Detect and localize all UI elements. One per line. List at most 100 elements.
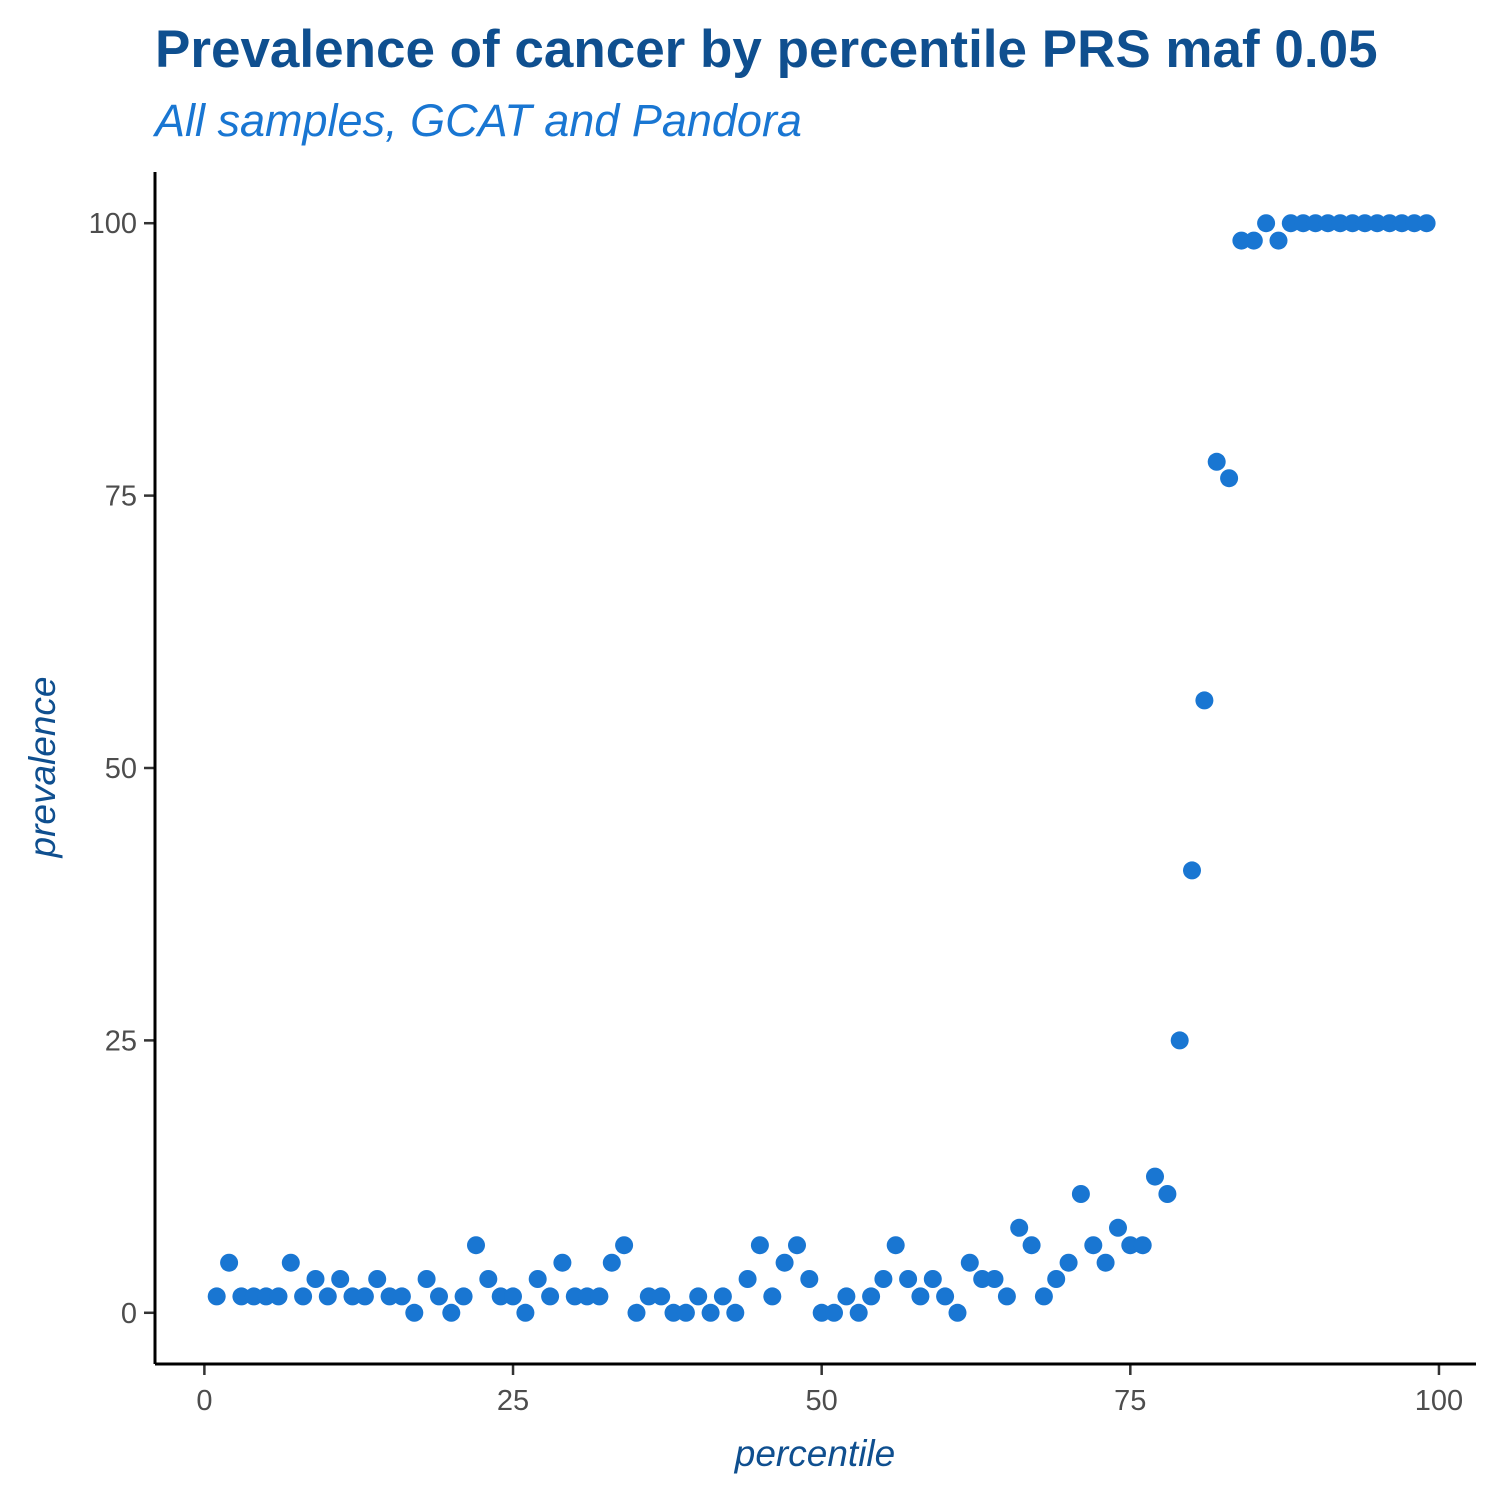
data-point bbox=[849, 1303, 868, 1322]
y-tick-label: 100 bbox=[89, 208, 137, 240]
data-point bbox=[788, 1236, 806, 1255]
data-point bbox=[405, 1303, 424, 1322]
data-point bbox=[1034, 1287, 1053, 1306]
data-point bbox=[763, 1287, 782, 1306]
data-point bbox=[960, 1253, 979, 1272]
data-point bbox=[1417, 214, 1436, 233]
data-point bbox=[1133, 1236, 1152, 1255]
data-point bbox=[812, 1303, 831, 1322]
data-point bbox=[899, 1270, 918, 1288]
data-point bbox=[1071, 1185, 1090, 1203]
data-point bbox=[1244, 231, 1263, 250]
data-point bbox=[281, 1253, 300, 1272]
data-point bbox=[1109, 1218, 1127, 1237]
data-point bbox=[207, 1287, 226, 1306]
data-point bbox=[701, 1303, 720, 1322]
data-point bbox=[911, 1287, 930, 1306]
data-point bbox=[602, 1253, 621, 1272]
x-tick-label: 50 bbox=[806, 1385, 838, 1417]
data-point bbox=[331, 1270, 350, 1288]
data-point bbox=[528, 1270, 547, 1288]
data-point bbox=[1318, 214, 1337, 233]
data-point bbox=[1220, 469, 1239, 488]
data-point bbox=[1096, 1253, 1115, 1272]
x-axis-ticks: 0 25 50 75 100 bbox=[196, 1364, 1463, 1417]
y-tick-label: 75 bbox=[105, 481, 137, 513]
data-point bbox=[874, 1270, 893, 1288]
data-point bbox=[997, 1287, 1016, 1306]
data-point bbox=[368, 1270, 387, 1288]
data-point bbox=[726, 1303, 745, 1322]
data-point bbox=[1405, 214, 1424, 233]
data-point bbox=[380, 1287, 399, 1306]
chart-subtitle: All samples, GCAT and Pandora bbox=[152, 95, 802, 146]
data-point bbox=[1343, 214, 1362, 233]
data-point bbox=[800, 1270, 819, 1288]
data-point bbox=[1306, 214, 1325, 233]
data-point bbox=[837, 1287, 856, 1306]
data-point bbox=[1084, 1236, 1103, 1255]
data-point bbox=[1059, 1253, 1078, 1272]
data-point bbox=[750, 1236, 769, 1255]
data-point bbox=[392, 1287, 411, 1306]
data-point bbox=[578, 1287, 597, 1306]
data-point bbox=[936, 1287, 955, 1306]
data-point bbox=[430, 1287, 448, 1306]
data-point bbox=[1022, 1236, 1041, 1255]
data-point bbox=[491, 1287, 510, 1306]
data-point bbox=[516, 1303, 535, 1322]
data-point bbox=[269, 1287, 288, 1306]
data-point bbox=[1232, 231, 1251, 250]
data-point bbox=[417, 1270, 436, 1288]
data-point bbox=[244, 1287, 263, 1306]
y-axis-ticks: 0 25 50 75 100 bbox=[89, 208, 155, 1330]
data-point bbox=[590, 1287, 609, 1306]
data-point bbox=[257, 1287, 276, 1306]
data-point bbox=[1269, 231, 1288, 250]
data-point bbox=[825, 1303, 843, 1322]
data-point bbox=[306, 1270, 325, 1288]
y-tick-label: 25 bbox=[105, 1025, 137, 1057]
data-point bbox=[1121, 1236, 1140, 1255]
data-point bbox=[504, 1287, 522, 1306]
y-axis-title: prevalence bbox=[22, 676, 63, 858]
data-point bbox=[220, 1253, 239, 1272]
data-point bbox=[1281, 214, 1300, 233]
data-point bbox=[541, 1287, 560, 1306]
data-point bbox=[1010, 1218, 1029, 1237]
data-point bbox=[1170, 1031, 1189, 1050]
data-point bbox=[639, 1287, 658, 1306]
data-point bbox=[676, 1303, 695, 1322]
data-point bbox=[1183, 861, 1201, 880]
data-point bbox=[442, 1303, 461, 1322]
data-point bbox=[467, 1236, 485, 1255]
chart-title: Prevalence of cancer by percentile PRS m… bbox=[155, 20, 1378, 79]
data-point bbox=[1047, 1270, 1066, 1288]
data-point bbox=[923, 1270, 942, 1288]
x-tick-label: 25 bbox=[497, 1385, 529, 1417]
data-point bbox=[1368, 214, 1387, 233]
data-point bbox=[565, 1287, 584, 1306]
data-point bbox=[948, 1303, 967, 1322]
data-point bbox=[1294, 214, 1313, 233]
data-point bbox=[232, 1287, 251, 1306]
x-tick-label: 75 bbox=[1114, 1385, 1146, 1417]
data-point bbox=[1355, 214, 1374, 233]
data-point bbox=[355, 1287, 374, 1306]
data-point bbox=[713, 1287, 732, 1306]
data-point bbox=[553, 1253, 572, 1272]
data-point bbox=[1195, 691, 1214, 710]
x-tick-label: 100 bbox=[1415, 1385, 1463, 1417]
data-point bbox=[479, 1270, 498, 1288]
data-point bbox=[664, 1303, 683, 1322]
y-tick-label: 0 bbox=[121, 1298, 137, 1330]
data-point bbox=[862, 1287, 881, 1306]
data-point bbox=[1380, 214, 1399, 233]
data-point bbox=[454, 1287, 473, 1306]
data-point bbox=[1158, 1185, 1177, 1203]
data-point bbox=[689, 1287, 708, 1306]
data-point bbox=[1392, 214, 1411, 233]
x-axis-title: percentile bbox=[734, 1433, 895, 1474]
data-point bbox=[775, 1253, 794, 1272]
